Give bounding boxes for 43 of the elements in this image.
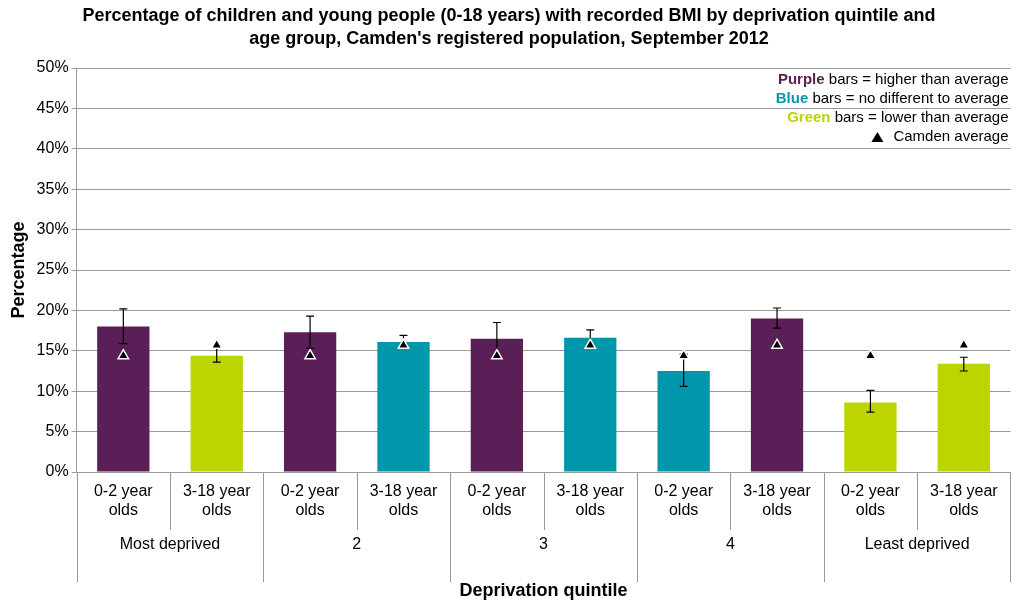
bar (937, 363, 990, 472)
y-tick-label: 0% (45, 462, 69, 480)
x-tick-label: 0-2 year olds (467, 482, 527, 519)
bar (657, 371, 710, 472)
chart-title: Percentage of children and young people (0-18 years) with recorded BMI by deprivation quintile and age group, Camden's registered population, September 2012 (81, 4, 937, 50)
text: Most deprived (119, 535, 221, 553)
y-axis-title: Percentage (7, 221, 28, 319)
bar (750, 318, 804, 472)
bar (97, 326, 150, 472)
x-tick-label: 3-18 year olds (930, 482, 999, 519)
x-tick-label: 3-18 year olds (369, 482, 438, 519)
x-tick-label: 0-2 year olds (93, 482, 154, 519)
bar (190, 355, 243, 472)
text: Green bars = lower than average (787, 108, 1009, 126)
x-tick-label: 0-2 year olds (654, 482, 714, 519)
text: 2 (352, 535, 362, 553)
y-tick-label: 5% (45, 422, 69, 440)
bar (470, 338, 524, 472)
y-tick-label: 45% (36, 98, 69, 116)
legend-label: Camden average (893, 127, 1009, 145)
bar (564, 337, 617, 472)
y-tick-label: 25% (36, 260, 69, 278)
y-tick-label: 35% (36, 179, 69, 197)
x-tick-label: 3-18 year olds (556, 482, 625, 519)
y-tick-label: 40% (36, 139, 69, 157)
text: Purple bars = higher than average (777, 70, 1009, 88)
y-tick-label: 15% (36, 341, 69, 359)
x-axis-title: Deprivation quintile (459, 580, 628, 601)
x-tick-label: 0-2 year olds (841, 482, 901, 519)
x-tick-label: 3-18 year olds (182, 482, 252, 519)
bar (377, 341, 430, 472)
bar (283, 332, 337, 472)
x-tick-label: 0-2 year olds (280, 482, 341, 519)
y-tick-label: 20% (36, 300, 69, 318)
x-tick-label: 3-18 year olds (743, 482, 812, 519)
text: Blue bars = no different to average (775, 89, 1009, 107)
text: 3 (539, 535, 549, 553)
y-tick-label: 50% (36, 58, 69, 76)
text: 4 (725, 535, 735, 553)
y-tick-label: 30% (36, 220, 69, 238)
text: Least deprived (864, 535, 970, 553)
bar (844, 402, 897, 472)
y-tick-label: 10% (36, 381, 69, 399)
